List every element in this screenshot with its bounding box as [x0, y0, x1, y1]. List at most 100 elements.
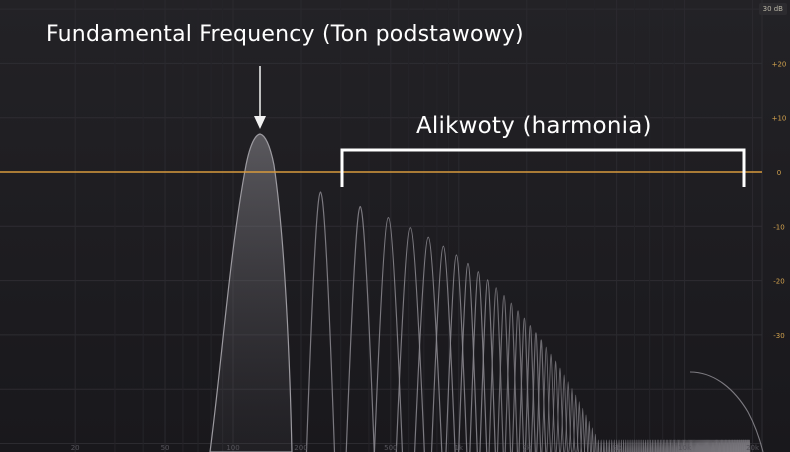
harmonic-peak — [626, 439, 630, 452]
harmonic-peak — [692, 439, 695, 452]
harmonic-peak — [672, 439, 675, 452]
frequency-tick-label: 1k — [455, 444, 464, 452]
harmonic-peak — [744, 439, 748, 452]
harmonic-peak — [730, 439, 734, 452]
harmonic-peak — [727, 439, 730, 452]
harmonic-peak — [712, 439, 715, 452]
harmonic-peak — [683, 439, 686, 452]
harmonic-peak — [715, 439, 719, 452]
harmonic-peak — [705, 439, 709, 452]
harmonic-peak — [716, 439, 720, 452]
harmonic-peak — [735, 439, 739, 452]
harmonic-peak — [697, 439, 701, 452]
harmonic-peak — [686, 439, 690, 452]
harmonic-peak — [724, 439, 728, 452]
db-scale: +20 +10 0 -10 -20 -30 — [772, 60, 787, 339]
harmonic-peak — [737, 439, 740, 452]
fundamental-arrow-head — [254, 116, 266, 129]
frequency-tick-label: 500 — [384, 444, 397, 452]
harmonic-peak — [679, 439, 683, 452]
harmonic-peak — [638, 439, 642, 452]
harmonic-peak — [730, 439, 733, 452]
harmonic-peak — [693, 439, 697, 452]
harmonic-peak — [743, 439, 746, 452]
harmonic-peak — [663, 439, 667, 452]
harmonic-peak — [719, 439, 723, 452]
harmonic-peak — [747, 439, 750, 452]
harmonic-peak — [675, 439, 679, 452]
db-tick-label: 0 — [777, 169, 781, 177]
fundamental-frequency-label: Fundamental Frequency (Ton podstawowy) — [46, 22, 524, 47]
harmonic-peak — [740, 439, 743, 452]
harmonic-peak — [707, 439, 711, 452]
harmonic-peak — [667, 439, 671, 452]
db-tick-label: -10 — [773, 223, 784, 231]
harmonic-peak — [678, 439, 681, 452]
harmonic-peak — [649, 439, 653, 452]
harmonic-peak — [647, 439, 651, 452]
harmonic-peak — [598, 439, 604, 452]
harmonic-peak — [718, 439, 721, 452]
db-tick-label: -20 — [773, 278, 784, 286]
db-tick-label: +20 — [772, 60, 787, 68]
harmonic-peak — [710, 439, 713, 452]
harmonic-peak — [720, 439, 724, 452]
harmonic-peak — [345, 205, 375, 452]
harmonic-peak — [655, 439, 659, 452]
grid-lines — [0, 0, 763, 452]
harmonic-peak — [733, 439, 737, 452]
harmonic-peak — [458, 262, 478, 452]
harmonic-peak — [684, 439, 688, 452]
harmonic-peak — [745, 439, 748, 452]
harmonic-peak — [664, 439, 668, 452]
harmonic-peak — [689, 439, 692, 452]
frequency-tick-label: 2k — [523, 444, 532, 452]
harmonic-peak — [636, 439, 640, 452]
harmonic-peak — [604, 439, 609, 452]
db-tick-label: +10 — [772, 115, 787, 123]
harmonic-peak — [701, 439, 705, 452]
harmonic-peak — [695, 439, 699, 452]
spectrum-rolloff — [689, 371, 764, 452]
harmonic-peak — [719, 439, 722, 452]
harmonic-peak — [700, 439, 704, 452]
harmonic-peak — [748, 439, 751, 452]
harmonic-peak — [723, 439, 726, 452]
harmonic-peak — [373, 216, 404, 452]
frequency-tick-label: 20k — [746, 444, 760, 452]
harmonic-peak — [714, 439, 717, 452]
harmonic-peak — [694, 439, 698, 452]
harmonic-peak — [583, 414, 589, 452]
harmonic-peak — [737, 439, 741, 452]
frequency-tick-label: 10k — [678, 444, 692, 452]
harmonic-peak — [723, 439, 727, 452]
harmonic-peak — [738, 439, 742, 452]
harmonic-peak — [709, 439, 712, 452]
frequency-tick-label: 200 — [294, 444, 307, 452]
spectrum-curve — [209, 133, 764, 452]
harmonic-peak — [746, 439, 749, 452]
harmonic-peak — [654, 439, 658, 452]
harmonic-peak — [616, 439, 622, 452]
harmonic-peak — [691, 439, 694, 452]
range-badge[interactable]: 30 dB — [758, 3, 787, 15]
harmonic-peak — [741, 439, 744, 452]
harmonic-peak — [643, 439, 648, 452]
harmonic-peak — [609, 439, 614, 452]
harmonic-peak — [586, 420, 593, 452]
harmonics-bracket — [340, 148, 746, 187]
frequency-tick-label: 5k — [612, 444, 621, 452]
harmonic-peak — [696, 439, 700, 452]
harmonic-peak — [743, 439, 747, 452]
harmonic-peak — [706, 439, 710, 452]
harmonic-peak — [479, 279, 496, 452]
harmonic-peak — [742, 439, 745, 452]
harmonic-peak — [469, 271, 488, 452]
harmonic-peak — [614, 439, 619, 452]
harmonic-peak — [634, 439, 638, 452]
harmonic-peak — [669, 439, 672, 452]
harmonic-peak — [734, 439, 737, 452]
harmonic-peak — [711, 439, 714, 452]
harmonic-peak — [745, 439, 749, 452]
